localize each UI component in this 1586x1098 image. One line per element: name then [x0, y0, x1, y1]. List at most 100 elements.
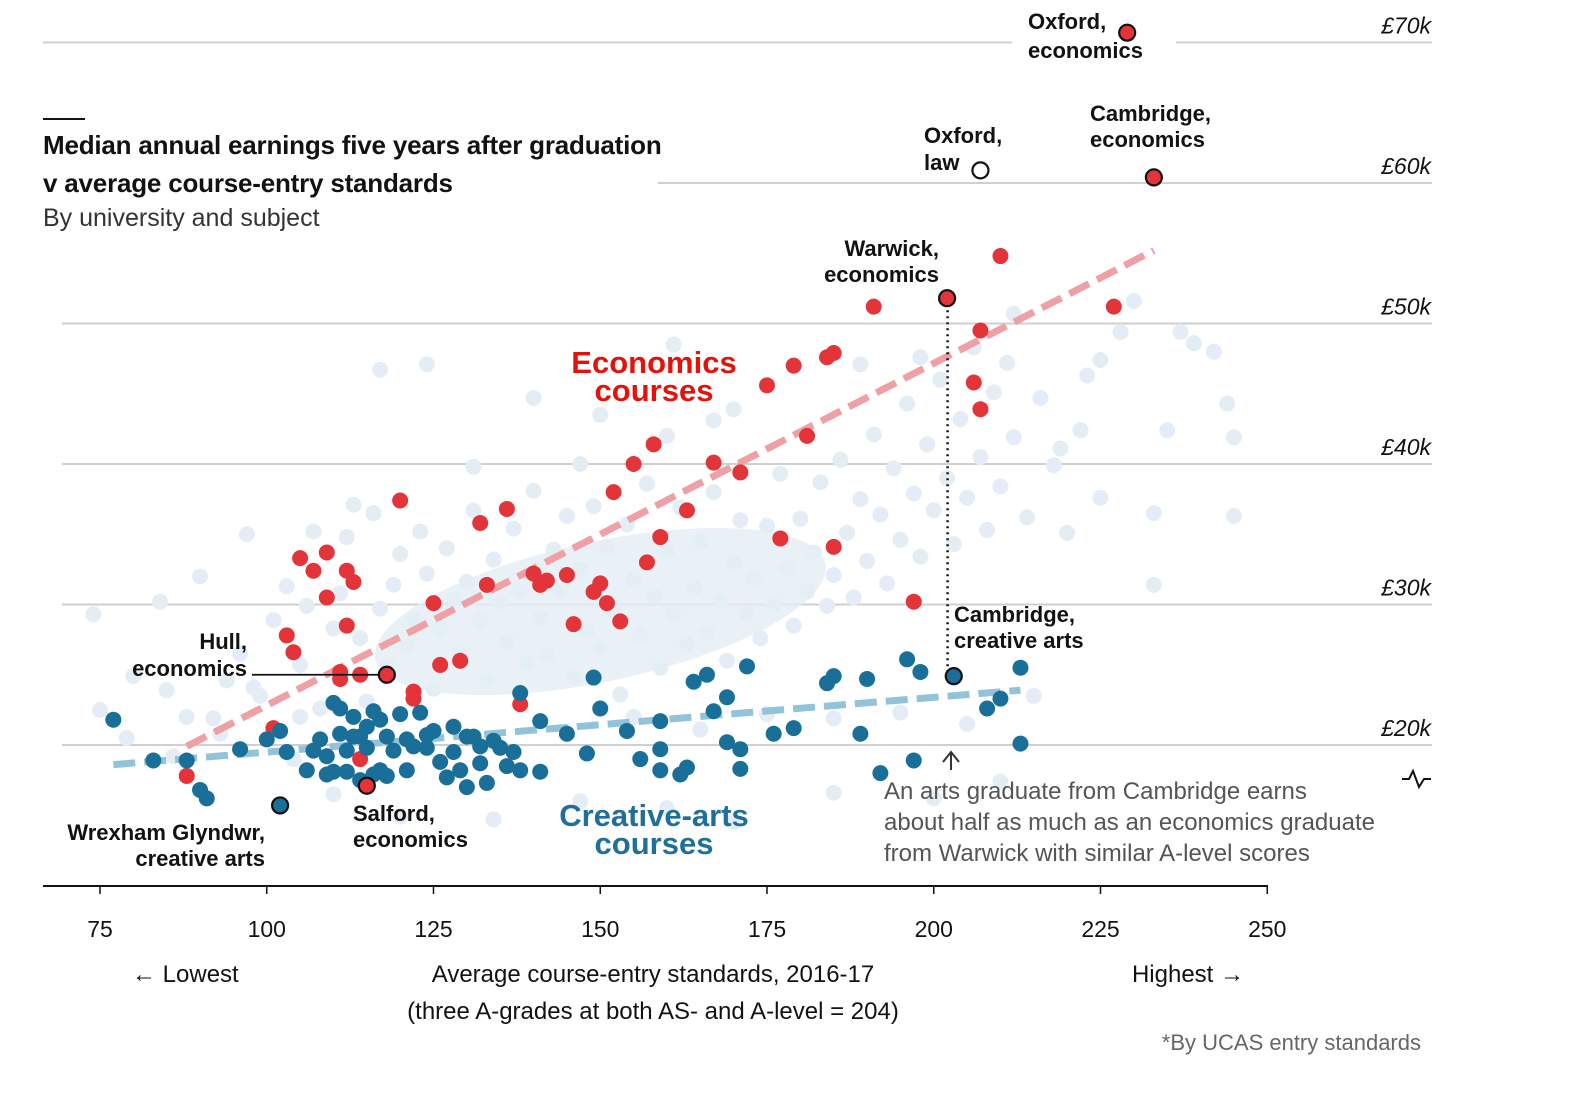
other-subject-point — [718, 652, 735, 669]
other-subject-point — [952, 411, 969, 428]
other-subject-point — [585, 498, 602, 515]
creative-arts-point — [578, 745, 595, 762]
creative-arts-point — [492, 739, 509, 756]
other-subject-point — [218, 672, 235, 689]
other-subject-cloud — [374, 528, 826, 696]
annotation-label: creative arts — [135, 846, 265, 871]
creative-arts-point — [318, 748, 335, 765]
creative-arts-point — [738, 658, 755, 675]
economics-group-label-line1: Economics — [571, 345, 736, 380]
other-subject-point — [485, 811, 502, 828]
economics-point — [425, 595, 442, 612]
annotation-note-line1: An arts graduate from Cambridge earns — [884, 778, 1307, 805]
other-subject-point — [692, 721, 709, 738]
other-subject-point — [912, 548, 929, 565]
creative-arts-point — [472, 738, 489, 755]
other-subject-point — [438, 540, 455, 557]
creative-arts-point — [592, 700, 609, 717]
annotation-label: Cambridge, — [1090, 101, 1211, 126]
annotation-note-line2: about half as much as an economics gradu… — [884, 809, 1375, 836]
other-subject-point — [925, 790, 942, 807]
economics-group-label-line2: courses — [595, 373, 714, 408]
other-subject-point — [1072, 422, 1089, 439]
creative-arts-point — [532, 713, 549, 730]
economics-point — [785, 357, 802, 374]
x-axis-label-note: (three A-grades at both AS- and A-level … — [407, 998, 899, 1025]
other-subject-point — [465, 458, 482, 475]
other-subject-point — [305, 523, 322, 540]
y-tick-label: £20k — [1380, 715, 1432, 741]
other-subject-point — [932, 371, 949, 388]
economics-point — [605, 484, 622, 501]
annotated-point — [270, 796, 290, 815]
x-left-label: ← Lowest — [132, 961, 239, 988]
economics-point — [625, 456, 642, 472]
creative-arts-point — [618, 722, 635, 739]
other-subject-point — [785, 617, 802, 634]
other-subject-point — [959, 715, 976, 732]
other-subject-point — [759, 517, 775, 534]
economics-point — [732, 464, 749, 481]
other-subject-point — [792, 510, 809, 527]
other-subject-point — [885, 460, 902, 477]
other-subject-point — [752, 630, 769, 647]
economics-point — [645, 436, 662, 453]
creative-arts-point — [979, 700, 996, 717]
other-subject-point — [912, 349, 929, 366]
other-subject-point — [1079, 367, 1096, 384]
creative-arts-point — [258, 731, 275, 748]
creative-arts-point — [585, 669, 602, 686]
economics-point — [538, 572, 555, 589]
other-subject-point — [1145, 576, 1162, 593]
creative-arts-point — [445, 744, 462, 761]
axes: 75 100 125 150 175 200 225 250 — [43, 885, 1286, 942]
other-subject-point — [825, 784, 842, 801]
other-subject-point — [1219, 395, 1236, 412]
other-subject-point — [1019, 509, 1036, 526]
other-subject-point — [638, 475, 655, 492]
creative-arts-point — [765, 725, 782, 742]
other-subject-point — [1005, 429, 1022, 446]
creative-arts-point — [332, 725, 349, 742]
other-subject-point — [925, 502, 942, 519]
creative-arts-point — [312, 731, 329, 748]
other-subject-point — [845, 589, 862, 606]
axis-break-icon — [1402, 768, 1431, 790]
creative-arts-point — [452, 762, 469, 779]
other-subject-point — [772, 465, 789, 482]
x-tick-label: 200 — [915, 916, 953, 942]
creative-arts-point — [198, 790, 215, 807]
economics-point — [278, 627, 295, 644]
annotation-leaders — [252, 298, 960, 770]
economics-point — [472, 515, 489, 532]
other-subject-point — [852, 491, 869, 508]
other-subject-point — [705, 484, 722, 501]
other-subject-point — [525, 389, 542, 406]
creative-arts-point — [1012, 735, 1029, 752]
other-subject-point — [1145, 505, 1162, 522]
arts-group-label-line1: Creative-arts — [559, 798, 749, 833]
economics-point — [332, 670, 349, 687]
creative-arts-point — [512, 762, 529, 779]
creative-arts-point — [372, 711, 389, 728]
creative-arts-point — [899, 651, 916, 668]
other-subject-point — [325, 786, 342, 803]
creative-arts-point — [478, 774, 495, 791]
x-tick-label: 250 — [1248, 916, 1286, 942]
creative-arts-point — [785, 720, 802, 737]
annotated-points — [270, 23, 1163, 815]
other-subject-point — [525, 482, 542, 499]
other-subject-point — [385, 576, 402, 593]
creative-arts-point — [105, 711, 122, 728]
other-subject-point — [1225, 429, 1242, 446]
economics-point — [452, 652, 469, 669]
creative-arts-point — [512, 685, 529, 702]
other-subject-point — [865, 426, 882, 443]
other-subject-point — [1205, 343, 1222, 360]
other-subject-point — [265, 611, 282, 628]
economics-point — [598, 595, 615, 612]
other-subject-point — [872, 506, 889, 523]
annotation-label: Hull, — [199, 629, 247, 654]
economics-point — [305, 562, 322, 579]
creative-arts-point — [298, 762, 315, 779]
